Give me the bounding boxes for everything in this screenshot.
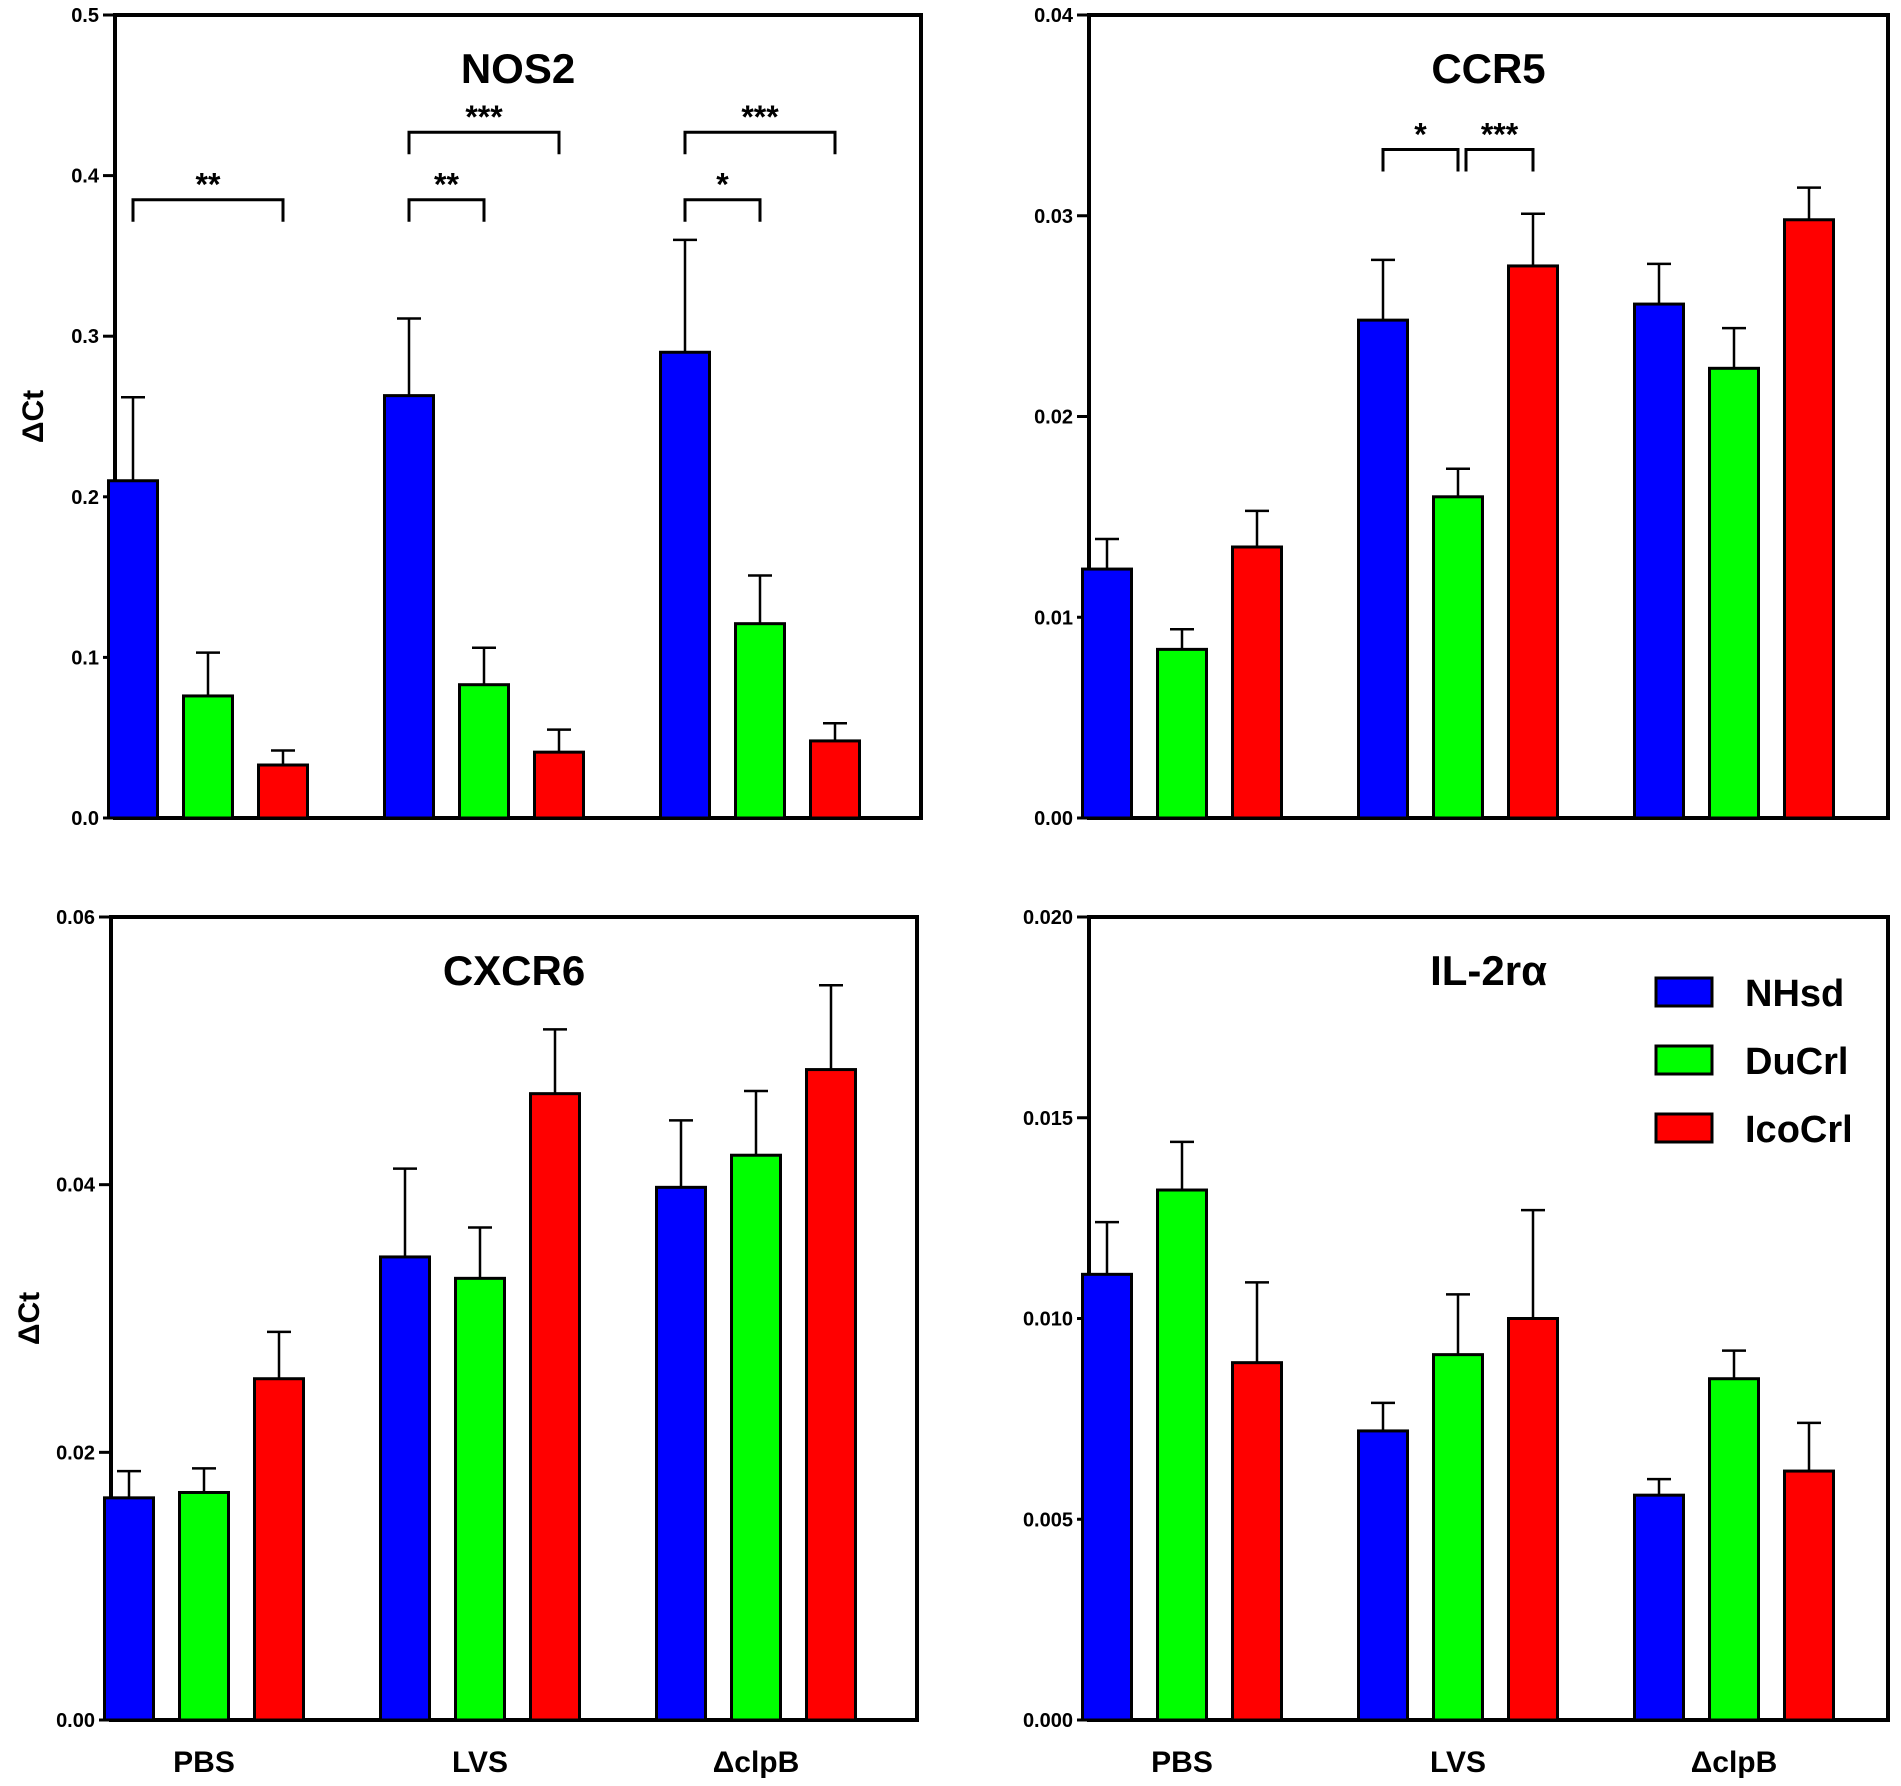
y-tick-label: 0.03 — [1034, 206, 1073, 228]
bar-icocrl-2 — [1783, 218, 1835, 820]
significance-label: ** — [434, 167, 459, 203]
bar-nhsd-1 — [383, 394, 435, 820]
bar-icocrl-1 — [1507, 264, 1559, 820]
bar-nhsd-2 — [1633, 302, 1685, 820]
chart-title: CCR5 — [1431, 45, 1545, 92]
bar-icocrl-0 — [257, 763, 309, 820]
x-category-label: ΔclpB — [713, 1746, 800, 1779]
bar-ducrl-0 — [182, 694, 234, 820]
bar-nhsd-1 — [379, 1255, 431, 1722]
bar-icocrl-2 — [1783, 1469, 1835, 1722]
legend-swatch-nhsd — [1654, 976, 1714, 1008]
bar-icocrl-1 — [533, 750, 585, 820]
significance-label: *** — [741, 99, 779, 135]
bar-nhsd-0 — [103, 1496, 155, 1722]
y-tick-label: 0.4 — [71, 166, 100, 188]
bar-ducrl-2 — [1708, 1377, 1760, 1722]
bar-icocrl-0 — [253, 1377, 305, 1722]
significance-label: ** — [196, 167, 221, 203]
bar-ducrl-1 — [454, 1276, 506, 1722]
y-tick-label: 0.00 — [1034, 808, 1073, 830]
bar-ducrl-2 — [730, 1153, 782, 1722]
y-tick-label: 0.06 — [56, 907, 95, 929]
bar-nhsd-2 — [1633, 1493, 1685, 1722]
bar-nhsd-2 — [655, 1185, 707, 1722]
significance-bracket — [407, 130, 561, 155]
chart-title: IL-2rα — [1430, 947, 1547, 994]
significance-label: * — [716, 167, 729, 203]
bar-nhsd-0 — [1081, 1272, 1133, 1722]
y-tick-label: 0.000 — [1023, 1710, 1073, 1732]
bar-icocrl-0 — [1231, 545, 1283, 820]
significance-label: *** — [1481, 117, 1519, 153]
bar-icocrl-0 — [1231, 1361, 1283, 1722]
panel-il-2r-: 0.000 0.005 0.010 0.015 0.020 IL-2rα PBS LVS Δcl… — [1023, 907, 1890, 1779]
significance-label: *** — [465, 99, 503, 135]
bar-nhsd-0 — [107, 479, 159, 820]
bar-ducrl-1 — [1432, 495, 1484, 820]
bar-ducrl-0 — [1156, 1188, 1208, 1722]
bar-icocrl-2 — [805, 1068, 857, 1722]
bar-icocrl-1 — [529, 1092, 581, 1722]
significance-bracket — [1381, 148, 1460, 172]
y-axis-label: ΔCt — [17, 390, 50, 443]
bar-nhsd-1 — [1357, 318, 1409, 820]
y-tick-label: 0.0 — [71, 808, 99, 830]
bar-nhsd-0 — [1081, 567, 1133, 820]
panel-cxcr6: 0.00 0.02 0.04 0.06 CXCR6 ΔCt PBS LVS ΔclpB — [13, 907, 919, 1779]
bar-ducrl-0 — [178, 1490, 230, 1722]
legend-label: DuCrl — [1745, 1041, 1848, 1083]
bar-ducrl-0 — [1156, 647, 1208, 820]
significance-bracket — [1464, 148, 1535, 172]
legend: NHsd DuCrl IcoCrl — [1654, 973, 1853, 1151]
y-tick-label: 0.04 — [56, 1175, 96, 1197]
bar-icocrl-2 — [809, 739, 861, 820]
y-tick-label: 0.2 — [71, 487, 99, 509]
significance-bracket — [131, 198, 285, 222]
x-category-label: PBS — [173, 1746, 235, 1779]
y-tick-label: 0.1 — [71, 647, 99, 669]
y-tick-label: 0.5 — [71, 5, 99, 27]
significance-label: * — [1414, 117, 1427, 153]
significance-bracket — [407, 198, 486, 222]
x-category-label: LVS — [1430, 1746, 1486, 1779]
legend-label: NHsd — [1745, 973, 1844, 1015]
plot-frame — [113, 13, 923, 820]
y-tick-label: 0.00 — [56, 1710, 95, 1732]
bar-ducrl-1 — [1432, 1353, 1484, 1722]
y-tick-label: 0.015 — [1023, 1108, 1073, 1130]
chart-title: NOS2 — [461, 45, 575, 92]
y-tick-label: 0.02 — [56, 1442, 95, 1464]
y-tick-label: 0.005 — [1023, 1509, 1073, 1531]
y-axis-label: ΔCt — [13, 1292, 46, 1345]
y-tick-label: 0.020 — [1023, 907, 1073, 929]
legend-label: IcoCrl — [1745, 1109, 1853, 1151]
legend-swatch-ducrl — [1654, 1044, 1714, 1076]
significance-bracket — [683, 130, 837, 155]
y-tick-label: 0.04 — [1034, 5, 1074, 27]
bar-ducrl-2 — [1708, 366, 1760, 820]
bar-icocrl-1 — [1507, 1317, 1559, 1722]
bar-nhsd-1 — [1357, 1429, 1409, 1722]
bar-nhsd-2 — [659, 350, 711, 820]
y-tick-label: 0.01 — [1034, 607, 1073, 629]
legend-swatch-icocrl — [1654, 1112, 1714, 1144]
x-category-label: LVS — [452, 1746, 508, 1779]
significance-bracket — [683, 198, 762, 222]
x-category-label: ΔclpB — [1691, 1746, 1778, 1779]
bar-ducrl-2 — [734, 622, 786, 820]
chart-title: CXCR6 — [443, 947, 585, 994]
y-tick-label: 0.3 — [71, 326, 99, 348]
y-tick-label: 0.010 — [1023, 1309, 1073, 1331]
x-category-label: PBS — [1151, 1746, 1213, 1779]
bar-ducrl-1 — [458, 683, 510, 820]
plot-frame — [1087, 915, 1890, 1722]
plot-frame — [109, 915, 919, 1722]
y-tick-label: 0.02 — [1034, 407, 1073, 429]
